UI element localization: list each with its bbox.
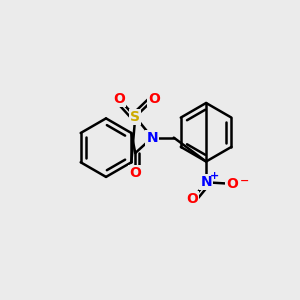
Text: O: O (148, 92, 160, 106)
Text: O: O (113, 92, 125, 106)
Text: O: O (129, 166, 141, 180)
Text: O: O (226, 177, 238, 191)
Text: N: N (200, 175, 212, 189)
Text: N: N (146, 130, 158, 145)
Text: +: + (210, 171, 219, 181)
Text: O: O (186, 192, 198, 206)
Text: −: − (240, 176, 249, 186)
Text: S: S (130, 110, 140, 124)
